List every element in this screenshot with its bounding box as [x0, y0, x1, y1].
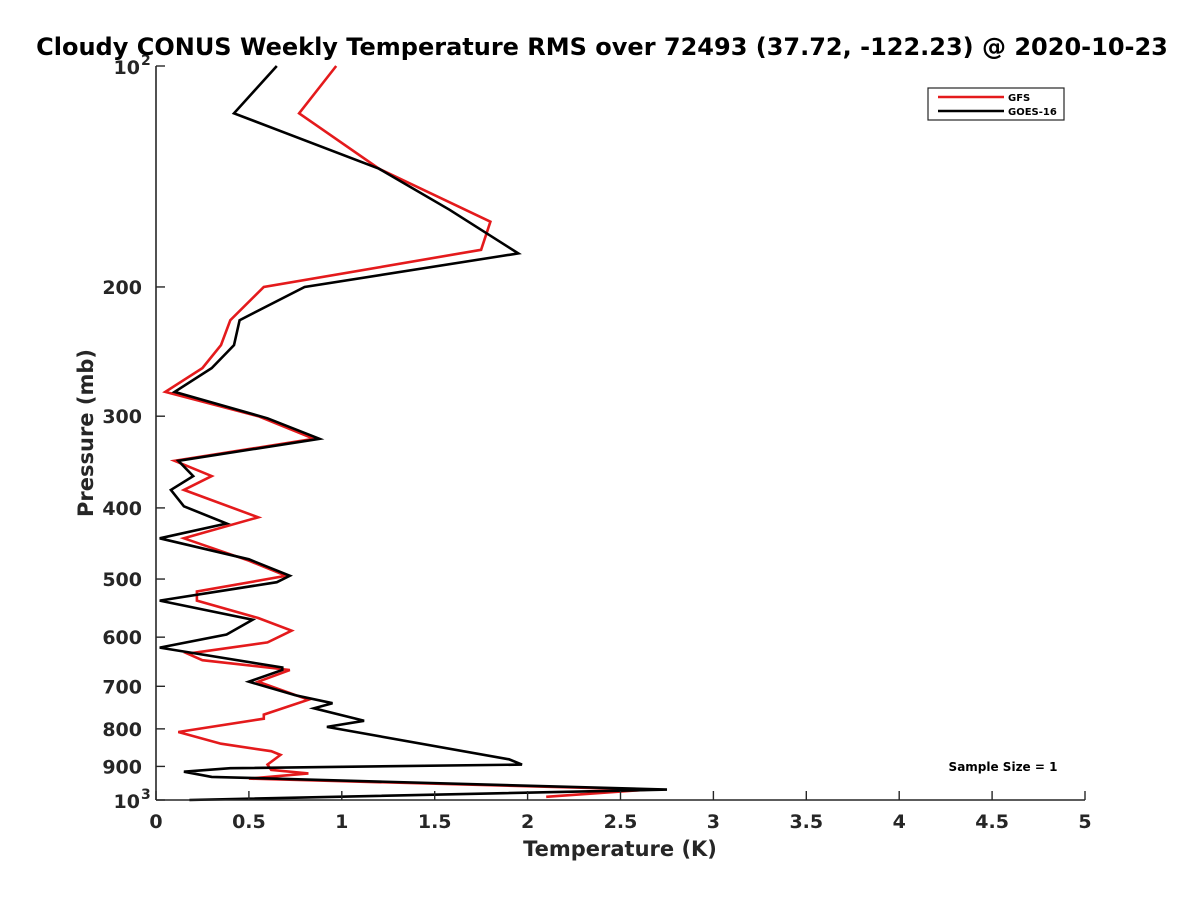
series-line-gfs — [162, 65, 649, 799]
x-tick-label: 0.5 — [232, 811, 266, 833]
x-tick-label: 0 — [149, 811, 162, 833]
y-tick-label: 10 — [114, 57, 140, 79]
y-tick-label: 300 — [102, 406, 142, 428]
x-tick-label: 2.5 — [604, 811, 638, 833]
y-tick-label: 400 — [102, 498, 142, 520]
x-tick-label: 1 — [335, 811, 348, 833]
y-tick-exponent: 2 — [141, 53, 151, 69]
series-line-goes-16 — [159, 65, 668, 802]
legend-box — [927, 87, 1065, 121]
y-tick-label: 700 — [102, 676, 142, 698]
y-tick-label: 900 — [102, 756, 142, 778]
y-tick-label: 10 — [114, 791, 140, 813]
sample-size-annotation: Sample Size = 1 — [949, 760, 1058, 774]
x-axis-label: Temperature (K) — [523, 837, 717, 861]
y-tick-label: 500 — [102, 569, 142, 591]
y-axis-label: Pressure (mb) — [74, 349, 98, 517]
chart-title: Cloudy CONUS Weekly Temperature RMS over… — [36, 33, 1168, 61]
x-tick-label: 4 — [893, 811, 906, 833]
x-tick-label: 1.5 — [418, 811, 452, 833]
y-tick-exponent: 3 — [141, 787, 151, 803]
x-tick-label: 3.5 — [789, 811, 823, 833]
legend-entry: GFS — [1008, 93, 1030, 104]
x-tick-label: 5 — [1078, 811, 1091, 833]
y-tick-label: 800 — [102, 719, 142, 741]
y-tick-label: 600 — [102, 627, 142, 649]
y-tick-label: 200 — [102, 277, 142, 299]
legend-entry: GOES-16 — [1008, 107, 1057, 118]
x-tick-label: 2 — [521, 811, 534, 833]
x-tick-label: 3 — [707, 811, 720, 833]
x-tick-label: 4.5 — [975, 811, 1009, 833]
